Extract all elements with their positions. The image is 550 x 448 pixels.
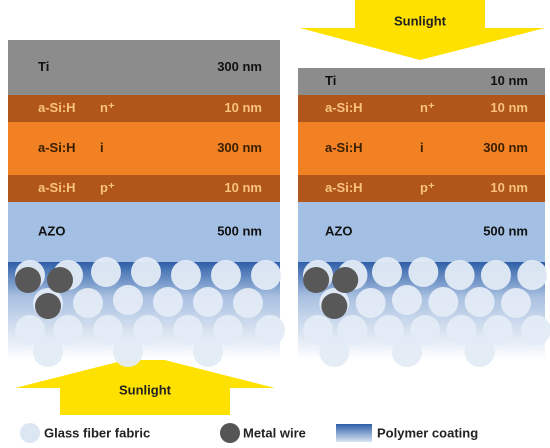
- glass-fiber: [319, 337, 350, 367]
- glass-fiber: [444, 260, 475, 290]
- glass-fiber: [255, 315, 285, 345]
- layer-thickness: 300 nm: [217, 140, 262, 155]
- layer-doping: i: [100, 140, 104, 155]
- glass-fiber: [113, 285, 143, 315]
- layer: [8, 175, 280, 202]
- glass-fiber: [517, 260, 548, 290]
- glass-fiber: [53, 315, 83, 345]
- legend-swatch: [336, 424, 372, 442]
- glass-fiber: [428, 287, 459, 317]
- glass-fiber: [520, 315, 550, 345]
- layer-material: AZO: [38, 223, 65, 238]
- sunlight-label: Sunlight: [394, 13, 447, 28]
- layer-material: a-Si:H: [325, 180, 363, 195]
- layer-doping: n⁺: [420, 100, 435, 115]
- metal-wire: [332, 267, 359, 293]
- legend-label: Glass fiber fabric: [44, 425, 150, 440]
- glass-fiber: [193, 337, 223, 367]
- glass-fiber: [171, 260, 201, 290]
- glass-fiber: [480, 260, 511, 290]
- layer-doping: p⁺: [100, 180, 115, 195]
- glass-fiber: [410, 315, 441, 345]
- glass-fiber: [355, 288, 386, 318]
- layer-material: Ti: [325, 73, 336, 88]
- glass-fiber: [302, 315, 333, 345]
- layer-thickness: 10 nm: [490, 180, 528, 195]
- glass-fiber: [464, 287, 495, 317]
- sunlight-arrow: [15, 355, 275, 415]
- metal-wire: [47, 267, 73, 293]
- layer-material: a-Si:H: [38, 180, 76, 195]
- glass-fiber: [337, 315, 368, 345]
- layer-thickness: 10 nm: [224, 100, 262, 115]
- glass-fiber: [482, 315, 513, 345]
- layer: [8, 95, 280, 122]
- glass-fiber: [33, 337, 63, 367]
- sunlight-label: Sunlight: [119, 382, 172, 397]
- glass-fiber: [133, 315, 163, 345]
- layer-thickness: 10 nm: [224, 180, 262, 195]
- glass-fiber: [113, 337, 143, 367]
- layer: [8, 202, 280, 262]
- layer: [8, 122, 280, 175]
- glass-fiber: [233, 288, 263, 318]
- layer-thickness: 500 nm: [483, 223, 528, 238]
- layer-material: a-Si:H: [325, 100, 363, 115]
- glass-fiber: [93, 315, 123, 345]
- glass-fiber: [251, 260, 281, 290]
- layer: [298, 202, 545, 262]
- glass-fiber: [391, 285, 422, 315]
- glass-fiber: [500, 288, 531, 318]
- layer-material: a-Si:H: [38, 140, 76, 155]
- layer-doping: n⁺: [100, 100, 115, 115]
- layer-material: AZO: [325, 223, 352, 238]
- layer-thickness: 300 nm: [217, 59, 262, 74]
- glass-fiber: [213, 315, 243, 345]
- glass-fiber: [131, 257, 161, 287]
- glass-fiber: [391, 337, 422, 367]
- glass-fiber: [408, 257, 439, 287]
- metal-wire: [303, 267, 330, 293]
- glass-fiber: [464, 337, 495, 367]
- glass-fiber: [15, 315, 45, 345]
- glass-fiber: [91, 257, 121, 287]
- glass-fiber: [193, 287, 223, 317]
- glass-fiber: [153, 287, 183, 317]
- metal-wire: [321, 293, 348, 319]
- glass-fiber: [371, 257, 402, 287]
- sunlight-arrow: [300, 0, 545, 60]
- legend-swatch: [220, 423, 240, 443]
- layer-thickness: 10 nm: [490, 100, 528, 115]
- layer-material: Ti: [38, 59, 49, 74]
- layer: [298, 122, 545, 175]
- legend-label: Polymer coating: [377, 425, 478, 440]
- legend-label: Metal wire: [243, 425, 306, 440]
- legend-swatch: [20, 423, 40, 443]
- metal-wire: [35, 293, 61, 319]
- glass-fiber: [173, 315, 203, 345]
- glass-fiber: [373, 315, 404, 345]
- layer-thickness: 10 nm: [490, 73, 528, 88]
- layer: [8, 40, 280, 95]
- layer-doping: p⁺: [420, 180, 435, 195]
- layer-thickness: 300 nm: [483, 140, 528, 155]
- layer: [298, 95, 545, 122]
- layer-doping: i: [420, 140, 424, 155]
- layer-material: a-Si:H: [325, 140, 363, 155]
- layer-material: a-Si:H: [38, 100, 76, 115]
- metal-wire: [15, 267, 41, 293]
- layer: [298, 175, 545, 202]
- glass-fiber: [73, 288, 103, 318]
- glass-fiber: [211, 260, 241, 290]
- layer-thickness: 500 nm: [217, 223, 262, 238]
- glass-fiber: [446, 315, 477, 345]
- layer: [298, 68, 545, 95]
